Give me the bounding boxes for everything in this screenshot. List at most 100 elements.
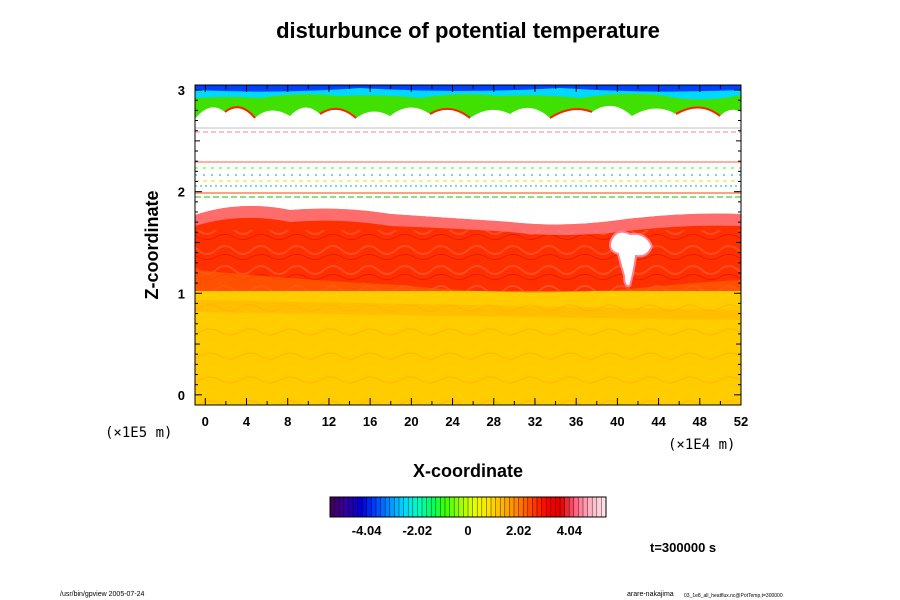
colorbar-tick-label: 4.04 <box>557 523 583 538</box>
colorbar-cell <box>366 497 372 517</box>
colorbar-cell <box>426 497 432 517</box>
x-tick-label: 24 <box>445 414 460 429</box>
colorbar-cell <box>339 497 345 517</box>
colorbar-cell <box>491 497 496 517</box>
x-tick-label: 28 <box>487 414 501 429</box>
colorbar-cell <box>578 497 584 517</box>
colorbar-cell <box>523 497 529 517</box>
colorbar-cell <box>541 497 547 517</box>
y-tick-label: 3 <box>178 83 185 98</box>
colorbar-cell <box>440 497 446 517</box>
colorbar-cell <box>394 497 400 517</box>
plot-area <box>194 84 742 406</box>
x-tick-label: 36 <box>569 414 583 429</box>
colorbar-cell <box>357 497 363 517</box>
footer-right-small: 03_1e8_all_heatflux.nc@PotTemp,t=300000 <box>684 593 783 599</box>
colorbar-cell <box>573 497 579 517</box>
field-layer-middle <box>195 206 741 293</box>
colorbar-cell <box>454 497 460 517</box>
colorbar-cell <box>546 497 552 517</box>
colorbar-cell <box>495 497 501 517</box>
colorbar: -4.04 -2.02 0 2.02 4.04 <box>329 496 607 538</box>
colorbar-cell <box>509 497 515 517</box>
field-layer-lower <box>195 291 741 405</box>
field-stable-region <box>195 127 741 198</box>
colorbar-cell <box>463 497 469 517</box>
colorbar-cell <box>486 497 492 517</box>
colorbar-cell <box>500 497 506 517</box>
colorbar-cell <box>449 497 455 517</box>
colorbar-cell <box>518 497 524 517</box>
x-tick-label: 8 <box>284 414 291 429</box>
x-tick-label: 52 <box>734 414 748 429</box>
colorbar-frame <box>329 496 607 518</box>
colorbar-cell <box>468 497 473 517</box>
footer-right-main: arare-nakajima <box>627 591 674 598</box>
y-axis-ticks: 0 1 2 3 <box>178 83 741 403</box>
colorbar-cell <box>422 497 427 517</box>
colorbar-cell <box>343 497 349 517</box>
x-tick-label: 20 <box>404 414 418 429</box>
colorbar-cell <box>334 497 340 517</box>
colorbar-cell <box>348 497 354 517</box>
x-tick-label: 32 <box>528 414 542 429</box>
x-tick-label: 12 <box>322 414 336 429</box>
colorbar-cell <box>550 497 556 517</box>
colorbar-cell <box>596 497 602 517</box>
colorbar-cell <box>371 497 377 517</box>
y-tick-label: 2 <box>178 185 185 200</box>
colorbar-cell <box>504 497 510 517</box>
colorbar-cell <box>481 497 487 517</box>
colorbar-cell <box>527 497 533 517</box>
colorbar-cell <box>408 497 414 517</box>
colorbar-cell <box>330 497 335 517</box>
colorbar-cell <box>601 497 607 517</box>
colorbar-cell <box>435 497 441 517</box>
colorbar-cell <box>587 497 593 517</box>
x-axis-ticks: 0 4 8 12 16 20 24 28 32 36 40 44 48 52 <box>202 85 748 429</box>
colorbar-cell <box>583 497 588 517</box>
x-tick-label: 48 <box>693 414 707 429</box>
colorbar-cell <box>385 497 391 517</box>
colorbar-cell <box>514 497 519 517</box>
y-tick-label: 1 <box>178 286 185 301</box>
x-axis-label: X-coordinate <box>413 461 523 481</box>
colorbar-cell <box>472 497 478 517</box>
colorbar-tick-label: 0 <box>464 523 471 538</box>
chart-title: disturbunce of potential temperature <box>276 18 660 43</box>
y-axis-multiplier: (×1E5 m) <box>105 425 172 441</box>
colorbar-cell <box>532 497 538 517</box>
colorbar-cell <box>403 497 409 517</box>
colorbar-cell <box>537 497 542 517</box>
x-tick-label: 44 <box>651 414 666 429</box>
plume-white <box>610 231 652 287</box>
time-label: t=300000 s <box>650 540 716 555</box>
colorbar-cell <box>592 497 598 517</box>
x-tick-label: 40 <box>610 414 624 429</box>
y-tick-label: 0 <box>178 388 185 403</box>
colorbar-cell <box>431 497 437 517</box>
colorbar-cell <box>560 497 565 517</box>
x-tick-label: 0 <box>202 414 209 429</box>
colorbar-cell <box>445 497 450 517</box>
colorbar-cell <box>412 497 418 517</box>
footer-left: /usr/bin/gpview 2005-07-24 <box>60 591 145 598</box>
colorbar-cell <box>399 497 404 517</box>
y-axis-label: Z-coordinate <box>142 190 162 299</box>
colorbar-cell <box>477 497 483 517</box>
colorbar-tick-label: -4.04 <box>352 523 382 538</box>
colorbar-cell <box>555 497 561 517</box>
colorbar-tick-label: -2.02 <box>402 523 432 538</box>
colorbar-cell <box>380 497 386 517</box>
x-tick-label: 4 <box>243 414 251 429</box>
plot-frame <box>194 84 742 406</box>
colorbar-cell <box>353 497 358 517</box>
colorbar-cell <box>417 497 423 517</box>
colorbar-cell <box>362 497 368 517</box>
colorbar-cell <box>376 497 381 517</box>
colorbar-tick-label: 2.02 <box>506 523 531 538</box>
x-axis-multiplier: (×1E4 m) <box>668 437 735 453</box>
colorbar-cell <box>389 497 395 517</box>
field-layer-top <box>195 85 741 122</box>
